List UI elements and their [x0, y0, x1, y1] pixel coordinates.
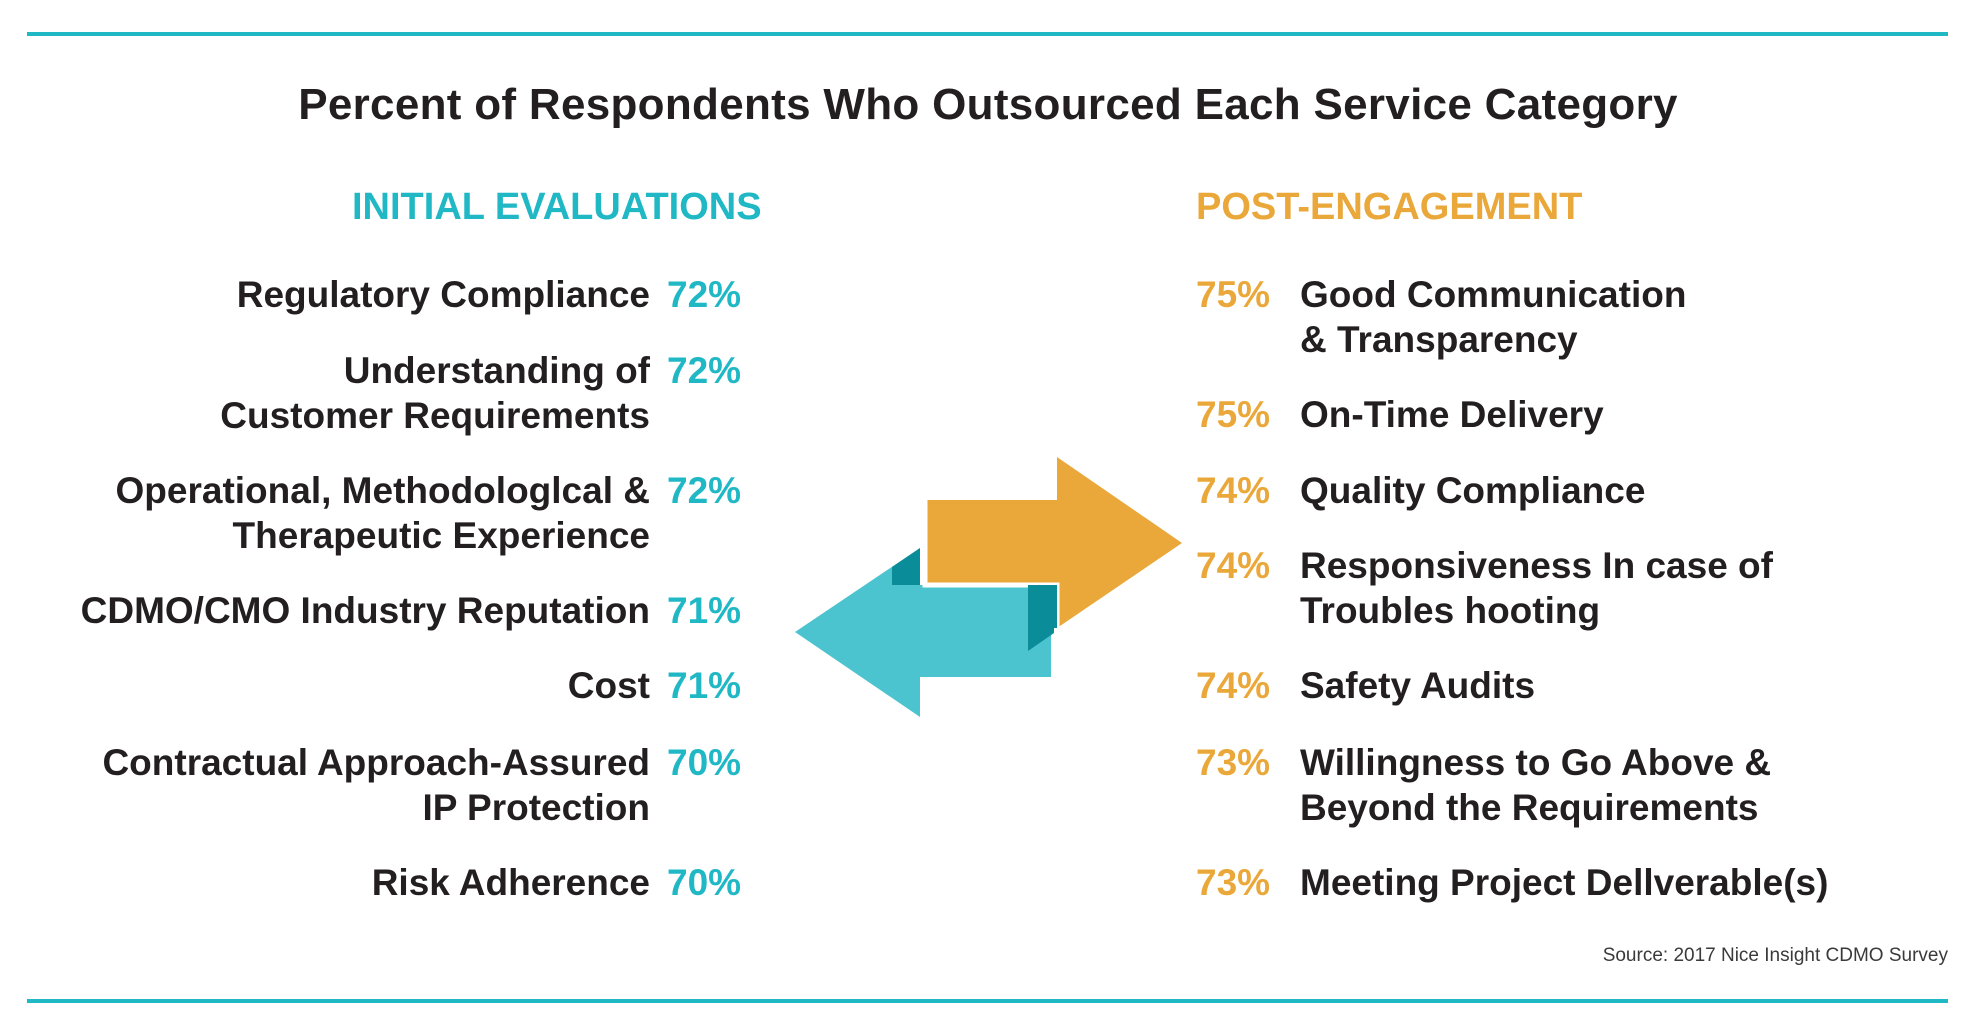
- post-engagement-row: Responsiveness In case of Troubles hootin…: [1196, 543, 1896, 643]
- post-engagement-percent: 73%: [1196, 742, 1271, 783]
- initial-eval-percent: 71%: [667, 590, 742, 631]
- post-engagement-label: Safety Audits: [1300, 665, 1536, 706]
- post-engagement-label: Responsiveness In case of Troubles hootin…: [1300, 545, 1773, 631]
- initial-evaluations-heading: INITIAL EVALUATIONS: [352, 186, 762, 228]
- bottom-rule: [27, 999, 1948, 1003]
- post-engagement-percent: 74%: [1196, 470, 1271, 511]
- initial-eval-label: CDMO/CMO Industry Reputation: [80, 590, 650, 631]
- initial-eval-percent: 72%: [667, 470, 742, 511]
- overlap-band-bottom: [1028, 585, 1054, 651]
- post-engagement-label: Quality Compliance: [1300, 470, 1646, 511]
- post-engagement-row: Safety Audits 74%: [1196, 663, 1896, 763]
- post-engagement-label: Good Communication & Transparency: [1300, 274, 1687, 360]
- initial-eval-row: Understanding of Customer Requirements 72%: [20, 348, 765, 448]
- post-engagement-row: Willingness to Go Above & Beyond the Requ…: [1196, 740, 1896, 840]
- initial-eval-percent: 70%: [667, 742, 742, 783]
- post-engagement-row: Quality Compliance 74%: [1196, 468, 1896, 568]
- top-rule: [27, 32, 1948, 36]
- right-arrow: [925, 457, 1182, 628]
- initial-eval-percent: 72%: [667, 350, 742, 391]
- source-note: Source: 2017 Nice Insight CDMO Survey: [1602, 945, 1948, 966]
- initial-eval-row: CDMO/CMO Industry Reputation 71%: [20, 588, 765, 688]
- initial-eval-label: Cost: [567, 665, 650, 706]
- post-engagement-percent: 75%: [1196, 274, 1271, 315]
- post-engagement-row: Meeting Project Dellverable(s) 73%: [1196, 860, 1896, 960]
- initial-eval-row: Risk Adherence 70%: [20, 860, 765, 960]
- exchange-arrows-icon: [795, 457, 1182, 717]
- post-engagement-label: Meeting Project Dellverable(s): [1300, 862, 1829, 903]
- post-engagement-row: Good Communication & Transparency 75%: [1196, 272, 1896, 372]
- post-engagement-percent: 74%: [1196, 545, 1271, 586]
- initial-eval-label: Regulatory Compliance: [236, 274, 650, 315]
- initial-eval-label: Risk Adherence: [371, 862, 650, 903]
- left-arrow: [795, 548, 1051, 717]
- post-engagement-percent: 73%: [1196, 862, 1271, 903]
- initial-eval-label: Contractual Approach-Assured IP Protectio…: [102, 742, 650, 828]
- post-engagement-label: On-Time Delivery: [1300, 394, 1604, 435]
- initial-eval-label: Operational, Methodologlcal & Therapeutic…: [115, 470, 650, 556]
- initial-eval-row: Cost 71%: [20, 663, 765, 763]
- post-engagement-percent: 75%: [1196, 394, 1271, 435]
- overlap-band-left: [892, 548, 920, 585]
- post-engagement-percent: 74%: [1196, 665, 1271, 706]
- initial-eval-row: Contractual Approach-Assured IP Protectio…: [20, 740, 765, 840]
- initial-eval-percent: 72%: [667, 274, 742, 315]
- initial-eval-row: Regulatory Compliance 72%: [20, 272, 765, 372]
- post-engagement-row: On-Time Delivery 75%: [1196, 392, 1896, 492]
- initial-eval-label: Understanding of Customer Requirements: [220, 350, 650, 436]
- post-engagement-heading: POST-ENGAGEMENT: [1196, 186, 1583, 228]
- chart-title: Percent of Respondents Who Outsourced Ea…: [298, 80, 1678, 129]
- initial-eval-percent: 71%: [667, 665, 742, 706]
- initial-eval-percent: 70%: [667, 862, 742, 903]
- post-engagement-label: Willingness to Go Above & Beyond the Requ…: [1300, 742, 1772, 828]
- initial-eval-row: Operational, Methodologlcal & Therapeutic…: [20, 468, 765, 568]
